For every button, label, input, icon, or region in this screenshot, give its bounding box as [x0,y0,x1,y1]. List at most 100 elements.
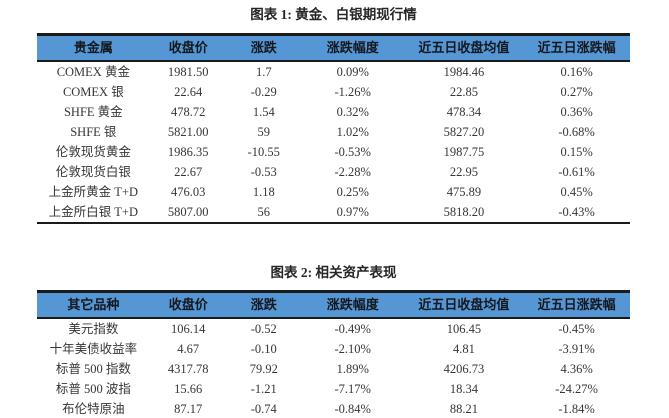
table-cell: 1986.35 [167,145,209,159]
column-header: 涨跌 [226,34,301,62]
table-cell: -0.53% [334,145,371,159]
table-cell: 18.34 [449,382,478,396]
figure-1-title: 图表 1: 黄金、白银期现行情 [250,7,417,22]
table-cell: 1.02% [336,125,369,139]
table-cell: 22.67 [174,165,203,179]
table-cell: 22.64 [174,85,203,99]
table-cell: -0.10 [250,342,277,356]
table-cell: 标普 500 波指 [55,382,131,396]
table-cell: 475.89 [446,185,482,199]
table-row: COMEX 银 22.64 -0.29 -1.26% 22.85 0.27% [37,82,630,102]
table-cell: -1.84% [558,402,595,416]
table-cell: 87.17 [174,402,203,416]
table-cell: 4.36% [560,362,593,376]
table-row: 美元指数 106.14 -0.52 -0.49% 106.45 -0.45% [37,318,630,339]
figure-2-title: 图表 2: 相关资产表现 [270,265,397,280]
figure-2-related-assets: 图表 2: 相关资产表现 其它品种 收盘价 涨跌 涨跌幅度 近五日收盘均值 近五日涨跌幅 … [37,264,630,418]
table-cell: 0.32% [336,105,369,119]
column-header: 涨跌 [226,291,301,319]
table-cell: 上金所白银 T+D [48,205,138,219]
table-cell: -0.68% [558,125,595,139]
column-header: 涨跌幅度 [300,34,405,62]
table-cell: 0.97% [336,205,369,219]
table-cell: 1984.46 [443,65,485,79]
table-cell: 1.54 [252,105,275,119]
table-cell: SHFE 黄金 [63,105,123,119]
table-cell: 1987.75 [443,145,485,159]
table-cell: 0.16% [560,65,593,79]
table-cell: 标普 500 指数 [55,362,131,376]
precious-metals-table: 贵金属 收盘价 涨跌 涨跌幅度 近五日收盘均值 近五日涨跌幅 COMEX 黄金 1981.5… [37,33,630,224]
table-cell: 106.45 [446,322,482,336]
figure-1-precious-metals: 图表 1: 黄金、白银期现行情 贵金属 收盘价 涨跌 涨跌幅度 近五日收盘均值 近五日涨跌… [37,6,630,224]
table-cell: 0.45% [560,185,593,199]
column-header: 近五日收盘均值 [404,34,524,62]
table-row: 标普 500 指数 4317.78 79.92 1.89% 4206.73 4.36% [37,359,630,379]
table-cell: 4206.73 [443,362,485,376]
table-row: 布伦特原油 87.17 -0.74 -0.84% 88.21 -1.84% [37,399,630,418]
table-cell: 22.85 [449,85,478,99]
column-header: 近五日涨跌幅 [523,34,630,62]
table-cell: SHFE 银 [70,125,117,139]
table-row: 伦敦现货白银 22.67 -0.53 -2.28% 22.95 -0.61% [37,162,630,182]
table-cell: -24.27% [555,382,598,396]
table-cell: -0.49% [334,322,371,336]
table-cell: 5821.00 [167,125,209,139]
table-row: SHFE 银 5821.00 59 1.02% 5827.20 -0.68% [37,122,630,142]
table-cell: 4317.78 [167,362,209,376]
table-cell: -0.29 [250,85,277,99]
table-cell: -0.45% [558,322,595,336]
column-header: 其它品种 [37,291,150,319]
table-cell: 5827.20 [443,125,485,139]
column-header: 涨跌幅度 [300,291,405,319]
table-cell: 79.92 [249,362,278,376]
table-cell: -0.84% [334,402,371,416]
table-header-row: 其它品种 收盘价 涨跌 涨跌幅度 近五日收盘均值 近五日涨跌幅 [37,291,630,319]
table-cell: COMEX 黄金 [56,65,130,79]
column-header: 近五日收盘均值 [404,291,524,319]
table-cell: -1.26% [334,85,371,99]
table-cell: 4.67 [177,342,200,356]
table-cell: 1981.50 [167,65,209,79]
table-cell: 56 [257,205,271,219]
table-cell: 布伦特原油 [62,402,125,416]
table-cell: COMEX 银 [62,85,124,99]
column-header: 收盘价 [149,291,227,319]
table-cell: 15.66 [174,382,203,396]
column-header: 贵金属 [37,34,150,62]
column-header: 收盘价 [149,34,227,62]
table-cell: -7.17% [334,382,371,396]
table-cell: 0.25% [336,185,369,199]
table-cell: -10.55 [247,145,280,159]
table-cell: 5807.00 [167,205,209,219]
related-assets-table: 其它品种 收盘价 涨跌 涨跌幅度 近五日收盘均值 近五日涨跌幅 美元指数 106.14 -0.… [37,290,630,418]
table-cell: -0.43% [558,205,595,219]
table-cell: 0.15% [560,145,593,159]
table-cell: 5818.20 [443,205,485,219]
table-cell: 伦敦现货白银 [55,165,131,179]
table-cell: 4.81 [452,342,475,356]
table-cell: 1.7 [255,65,272,79]
table-cell: 1.89% [336,362,369,376]
table-row: COMEX 黄金 1981.50 1.7 0.09% 1984.46 0.16% [37,61,630,82]
table-header: 贵金属 收盘价 涨跌 涨跌幅度 近五日收盘均值 近五日涨跌幅 [37,34,630,62]
table-cell: -2.28% [334,165,371,179]
table-cell: -0.61% [558,165,595,179]
table-cell: 1.18 [252,185,275,199]
table-cell: 476.03 [171,185,206,199]
table-row: 上金所黄金 T+D 476.03 1.18 0.25% 475.89 0.45% [37,182,630,202]
column-header: 近五日涨跌幅 [523,291,630,319]
table-cell: 106.14 [171,322,206,336]
table-cell: 0.36% [560,105,593,119]
table-cell: 478.72 [171,105,206,119]
table-cell: 478.34 [446,105,482,119]
table-cell: -0.53 [250,165,277,179]
table-cell: 上金所黄金 T+D [48,185,138,199]
table-body: 美元指数 106.14 -0.52 -0.49% 106.45 -0.45% 十年美债收益率… [37,318,630,418]
table-header: 其它品种 收盘价 涨跌 涨跌幅度 近五日收盘均值 近五日涨跌幅 [37,291,630,319]
table-cell: 88.21 [449,402,478,416]
table-row: 上金所白银 T+D 5807.00 56 0.97% 5818.20 -0.43% [37,202,630,223]
table-body: COMEX 黄金 1981.50 1.7 0.09% 1984.46 0.16% COMEX… [37,61,630,223]
table-cell: -0.74 [250,402,277,416]
